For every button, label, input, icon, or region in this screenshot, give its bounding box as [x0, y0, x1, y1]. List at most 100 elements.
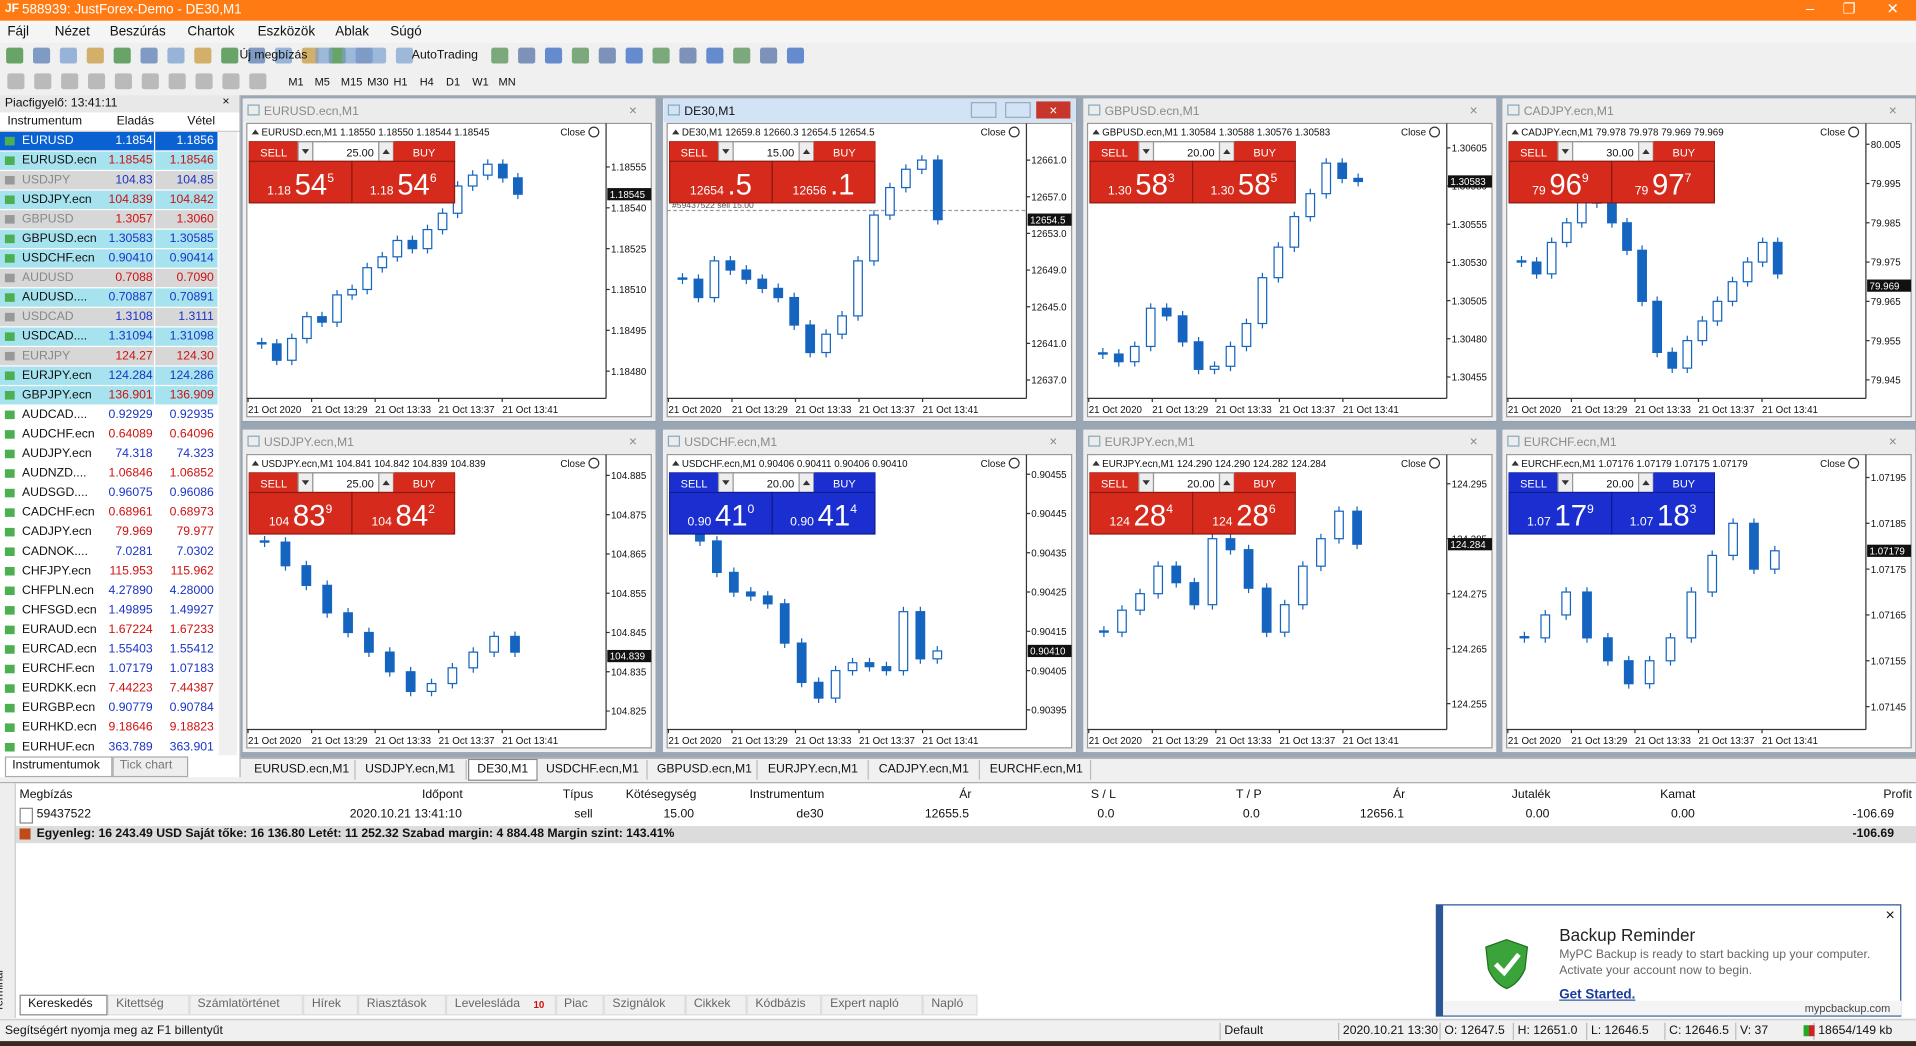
- mw-close[interactable]: ×: [222, 95, 230, 109]
- mw-row[interactable]: AUDJPY.ecn 74.318 74.323: [0, 444, 218, 464]
- mw-row[interactable]: EURCHF.ecn 1.07179 1.07183: [0, 659, 218, 679]
- tool-icon[interactable]: [679, 47, 697, 64]
- close-app[interactable]: ✕: [1886, 0, 1899, 18]
- tool-icon[interactable]: [6, 47, 24, 64]
- terminal-tab[interactable]: Napló: [922, 994, 978, 1016]
- mw-row[interactable]: CHFPLN.ecn 4.27890 4.28000: [0, 581, 218, 600]
- mw-row[interactable]: EURJPY.ecn 124.284 124.286: [0, 366, 218, 385]
- chart-tab[interactable]: DE30,M1: [467, 758, 538, 781]
- minimize-button[interactable]: [1811, 103, 1835, 118]
- chart-tab[interactable]: EURJPY.ecn,M1: [759, 760, 870, 780]
- sell-price-box[interactable]: [1089, 160, 1194, 204]
- mw-row[interactable]: AUDSGD.... 0.96075 0.96086: [0, 483, 218, 503]
- minimize-button[interactable]: [1392, 103, 1416, 118]
- buy-price-box[interactable]: [771, 491, 876, 535]
- restore[interactable]: ❐: [1842, 0, 1856, 18]
- tool-icon[interactable]: [59, 47, 77, 64]
- sell-button[interactable]: [1089, 141, 1139, 162]
- tool-icon[interactable]: [301, 47, 319, 64]
- mw-row[interactable]: EURAUD.ecn 1.67224 1.67233: [0, 620, 218, 640]
- sell-button[interactable]: [249, 141, 299, 162]
- timeframe-button[interactable]: M5: [314, 75, 330, 88]
- maximize-button[interactable]: [585, 103, 609, 118]
- tool-icon[interactable]: [544, 47, 563, 64]
- chart-close-label[interactable]: Close: [1401, 459, 1426, 470]
- tool-icon[interactable]: [222, 73, 240, 90]
- timeframe-button[interactable]: W1: [472, 75, 489, 88]
- sell-button[interactable]: [1089, 472, 1139, 493]
- maximize-button[interactable]: [1005, 102, 1031, 118]
- sell-button[interactable]: [669, 472, 719, 493]
- sell-button[interactable]: [1509, 472, 1558, 493]
- timeframe-button[interactable]: M30: [367, 75, 389, 88]
- menu-item[interactable]: Fájl: [7, 24, 30, 40]
- mw-row[interactable]: EURHKD.ecn 9.18646 9.18823: [0, 718, 218, 737]
- popup-link[interactable]: Get Started.: [1559, 987, 1636, 1003]
- tool-icon[interactable]: [491, 47, 509, 64]
- mw-row[interactable]: USDCHF.ecn 0.90410 0.90414: [0, 249, 218, 268]
- chart-tab[interactable]: CADJPY.ecn,M1: [870, 760, 980, 780]
- tool-icon[interactable]: [167, 47, 185, 64]
- popup-close[interactable]: ×: [1885, 905, 1895, 924]
- sell-price-box[interactable]: [669, 491, 773, 535]
- chart-tab[interactable]: EURCHF.ecn,M1: [981, 760, 1091, 780]
- tool-icon[interactable]: [87, 73, 106, 90]
- tool-icon[interactable]: [248, 47, 266, 64]
- mw-row[interactable]: EURDKK.ecn 7.44223 7.44387: [0, 679, 218, 698]
- mw-row[interactable]: CHFJPY.ecn 115.953 115.962: [0, 562, 218, 581]
- sell-price-box[interactable]: [1508, 160, 1613, 204]
- mw-row[interactable]: EURCAD.ecn 1.55403 1.55412: [0, 640, 218, 659]
- tool-icon[interactable]: [315, 47, 333, 64]
- mw-row[interactable]: AUDCHF.ecn 0.64089 0.64096: [0, 425, 218, 444]
- sell-price-box[interactable]: [1089, 491, 1194, 535]
- minimize-button[interactable]: [551, 103, 575, 118]
- tool-icon[interactable]: [34, 73, 52, 90]
- minimize-button[interactable]: [1811, 434, 1835, 449]
- chart-close-label[interactable]: Close: [1820, 128, 1845, 139]
- terminal-tab[interactable]: Levelesláda 10: [446, 994, 556, 1016]
- menu-item[interactable]: Eszközök: [257, 24, 316, 40]
- buy-button[interactable]: [813, 141, 875, 162]
- buy-button[interactable]: [393, 472, 455, 493]
- mw-tab[interactable]: Instrumentumok: [4, 756, 113, 778]
- timeframe-button[interactable]: M15: [340, 75, 363, 88]
- buy-price-box[interactable]: [1611, 160, 1715, 204]
- buy-price-box[interactable]: [351, 160, 456, 204]
- mw-row[interactable]: EURJPY 124.27 124.30: [0, 347, 218, 366]
- terminal-tab[interactable]: Szignálok: [603, 994, 686, 1016]
- timeframe-button[interactable]: H4: [419, 75, 434, 88]
- minimize-button[interactable]: [971, 434, 995, 449]
- new-order-button[interactable]: Új megbízás: [239, 48, 308, 63]
- sell-price-box[interactable]: [1508, 491, 1613, 535]
- mw-row[interactable]: EURGBP.ecn 0.90779 0.90784: [0, 698, 218, 718]
- chart-close-label[interactable]: Close: [560, 128, 585, 139]
- tool-icon[interactable]: [61, 73, 79, 90]
- menu-item[interactable]: Súgó: [390, 24, 422, 40]
- buy-price-box[interactable]: [1192, 491, 1296, 535]
- close-button[interactable]: [1036, 101, 1071, 119]
- sell-button[interactable]: [1509, 141, 1558, 162]
- menu-item[interactable]: Ablak: [335, 24, 369, 40]
- sell-price-box[interactable]: [248, 160, 353, 204]
- tool-icon[interactable]: [598, 47, 616, 64]
- tool-icon[interactable]: [652, 47, 670, 64]
- mw-row[interactable]: AUDUSD.... 0.70887 0.70891: [0, 288, 218, 307]
- tool-icon[interactable]: [733, 47, 751, 64]
- tool-icon[interactable]: [786, 47, 805, 64]
- tool-icon[interactable]: [168, 73, 186, 90]
- mw-row[interactable]: CADCHF.ecn 0.68961 0.68973: [0, 503, 218, 522]
- menu-item[interactable]: Nézet: [54, 24, 90, 40]
- minimize[interactable]: –: [1806, 0, 1815, 18]
- timeframe-button[interactable]: M1: [288, 75, 304, 88]
- mw-row[interactable]: USDJPY 104.83 104.85: [0, 171, 218, 190]
- mw-row[interactable]: EURHUF.ecn 363.789 363.901: [0, 738, 218, 757]
- mw-row[interactable]: USDCAD 1.3108 1.3111: [0, 307, 218, 327]
- tool-icon[interactable]: [140, 47, 158, 64]
- sell-price-box[interactable]: [669, 160, 773, 204]
- tool-icon[interactable]: [518, 47, 536, 64]
- terminal-tab[interactable]: Cikkek: [685, 994, 747, 1016]
- terminal-tab[interactable]: Hírek: [303, 994, 359, 1016]
- mw-row[interactable]: CADNOK.... 7.0281 7.0302: [0, 542, 218, 561]
- buy-button[interactable]: [393, 141, 455, 162]
- terminal-tab[interactable]: Kódbázis: [746, 994, 822, 1016]
